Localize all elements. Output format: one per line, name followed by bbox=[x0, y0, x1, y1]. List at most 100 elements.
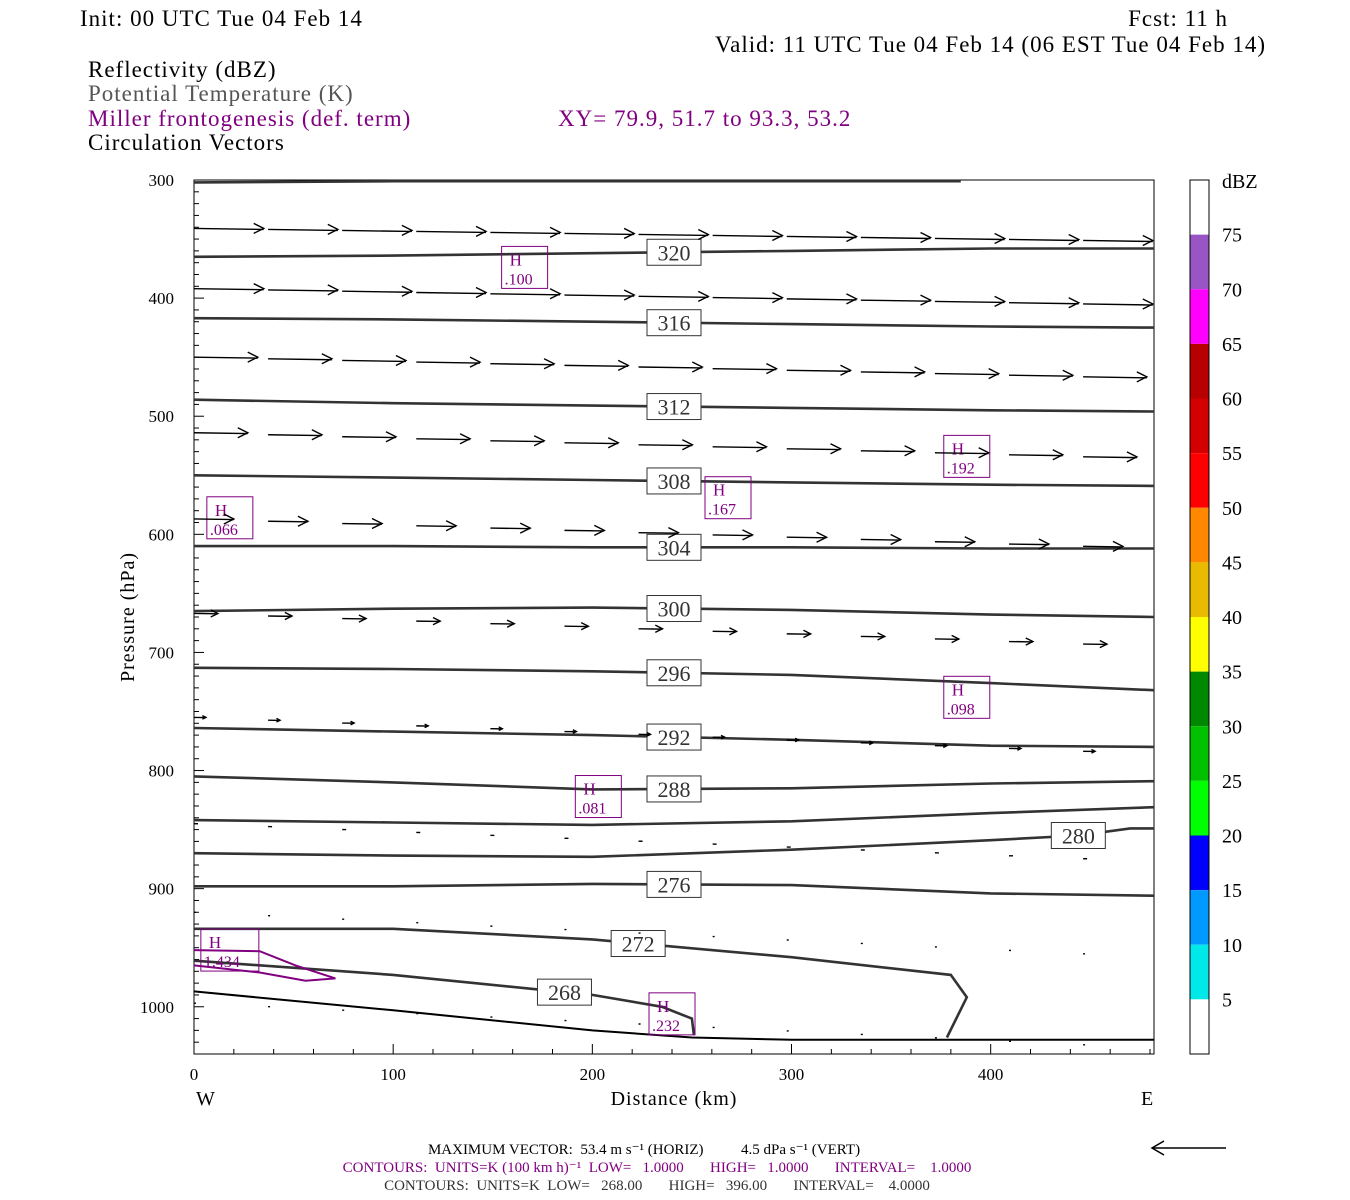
vector-head bbox=[395, 354, 408, 367]
isentrope-label-box bbox=[646, 775, 702, 803]
vector-arrow bbox=[564, 729, 578, 734]
vector-head bbox=[646, 731, 653, 737]
vector-head bbox=[580, 622, 590, 631]
colorbar-label: 70 bbox=[1222, 279, 1242, 301]
y-tick-label: 800 bbox=[149, 762, 175, 781]
colorbar-cell bbox=[1190, 835, 1209, 891]
vector-arrow bbox=[1008, 449, 1065, 461]
vector-arrow bbox=[416, 723, 430, 729]
vector-head bbox=[572, 729, 578, 734]
vector-head bbox=[1126, 451, 1139, 463]
vector-head bbox=[311, 429, 324, 441]
vector-head bbox=[988, 367, 1001, 380]
vector-shaft bbox=[268, 228, 338, 232]
vector-shaft bbox=[416, 230, 486, 234]
colorbar-cell bbox=[1190, 453, 1209, 508]
vector-shaft bbox=[638, 444, 693, 447]
y-tick-labels: 300 400 500 600 700 800 900 1000 bbox=[140, 171, 174, 1017]
vector-arrow bbox=[268, 223, 340, 236]
vector-shaft bbox=[786, 298, 857, 301]
isentrope-label-box bbox=[646, 309, 702, 337]
vector-head bbox=[1025, 637, 1035, 646]
vector-shaft bbox=[638, 366, 703, 369]
frontogenesis-max-box bbox=[704, 476, 752, 520]
x-tick-label: 200 bbox=[580, 1065, 606, 1084]
vector-shaft bbox=[712, 296, 783, 300]
vector-arrow bbox=[193, 351, 260, 363]
vector-head bbox=[297, 515, 310, 527]
vector-shaft bbox=[934, 237, 1005, 241]
vector-shaft bbox=[268, 358, 332, 361]
colorbar-label: 15 bbox=[1222, 880, 1242, 902]
isentrope-label-box bbox=[646, 723, 702, 751]
isentrope-label-box bbox=[536, 978, 592, 1006]
vector-head bbox=[327, 284, 340, 296]
vector-shaft bbox=[934, 372, 999, 376]
vector-head bbox=[904, 445, 917, 457]
colorbar-label: 75 bbox=[1222, 225, 1242, 247]
east-label: E bbox=[1141, 1088, 1154, 1110]
vector-head bbox=[772, 229, 784, 242]
colorbar-cell bbox=[1190, 671, 1209, 727]
colorbar-label: 50 bbox=[1222, 498, 1242, 520]
vector-shaft bbox=[342, 229, 412, 233]
vector-arrow bbox=[268, 611, 294, 621]
vector-arrow bbox=[342, 720, 356, 726]
colorbar-cell bbox=[1190, 726, 1209, 781]
colorbar-label: 5 bbox=[1222, 989, 1232, 1011]
vector-arrow bbox=[712, 441, 768, 453]
vector-arrow bbox=[786, 293, 859, 305]
frontogenesis-max-value: .081 bbox=[578, 801, 606, 818]
colorbar-cell bbox=[1190, 343, 1209, 399]
vector-shaft bbox=[490, 363, 555, 366]
frontogenesis-max-value: .232 bbox=[652, 1018, 680, 1035]
max-vector-text: MAXIMUM VECTOR: 53.4 m s⁻¹ (HORIZ) 4.5 d… bbox=[428, 1142, 860, 1158]
vector-arrow bbox=[786, 364, 853, 376]
x-tick-label: 0 bbox=[190, 1065, 199, 1084]
vector-head bbox=[623, 289, 636, 301]
colorbar-label: 35 bbox=[1222, 662, 1242, 684]
vector-shaft bbox=[490, 440, 545, 443]
vector-arrow bbox=[416, 433, 472, 445]
vector-shaft bbox=[860, 371, 925, 374]
vector-arrow bbox=[416, 286, 488, 299]
vector-head bbox=[385, 431, 398, 443]
vector-head bbox=[1142, 298, 1155, 310]
vector-head bbox=[1136, 371, 1149, 383]
vector-head bbox=[401, 224, 414, 237]
vector-arrow bbox=[638, 527, 680, 539]
vector-head bbox=[840, 364, 853, 376]
colorbar-title: dBZ bbox=[1222, 171, 1258, 193]
vector-head bbox=[1038, 538, 1051, 550]
vector-head bbox=[1091, 748, 1097, 754]
vector-arrow bbox=[490, 358, 556, 370]
vector-shaft bbox=[786, 369, 851, 372]
vector-shaft bbox=[416, 525, 457, 528]
vector-arrow bbox=[490, 288, 562, 300]
vector-head bbox=[697, 290, 710, 302]
xy-endpoints: XY= 79.9, 51.7 to 93.3, 53.2 bbox=[558, 106, 851, 131]
frontogenesis-max-h: H bbox=[215, 501, 227, 520]
colorbar-cell bbox=[1190, 398, 1209, 454]
vector-shaft bbox=[268, 520, 308, 523]
y-tick-label: 300 bbox=[149, 171, 175, 190]
vector-arrow bbox=[268, 353, 334, 365]
isentrope-label-box bbox=[610, 930, 666, 958]
vector-head bbox=[994, 232, 1007, 245]
colorbar-cell bbox=[1190, 289, 1209, 344]
vector-head bbox=[543, 358, 556, 370]
vector-head bbox=[697, 228, 710, 241]
isentrope-272 bbox=[194, 927, 969, 1039]
vector-head bbox=[350, 720, 356, 726]
vector-shaft bbox=[1083, 303, 1153, 306]
vector-arrow bbox=[490, 226, 562, 239]
vector-arrow bbox=[342, 431, 398, 443]
vector-shaft bbox=[268, 434, 322, 437]
vector-arrow bbox=[638, 731, 653, 737]
vector-head bbox=[978, 447, 991, 459]
colorbar-cell bbox=[1190, 890, 1209, 945]
vector-arrow bbox=[564, 524, 606, 536]
vector-shaft bbox=[860, 450, 915, 453]
vector-arrow bbox=[416, 356, 482, 368]
vector-arrow bbox=[1083, 748, 1097, 754]
